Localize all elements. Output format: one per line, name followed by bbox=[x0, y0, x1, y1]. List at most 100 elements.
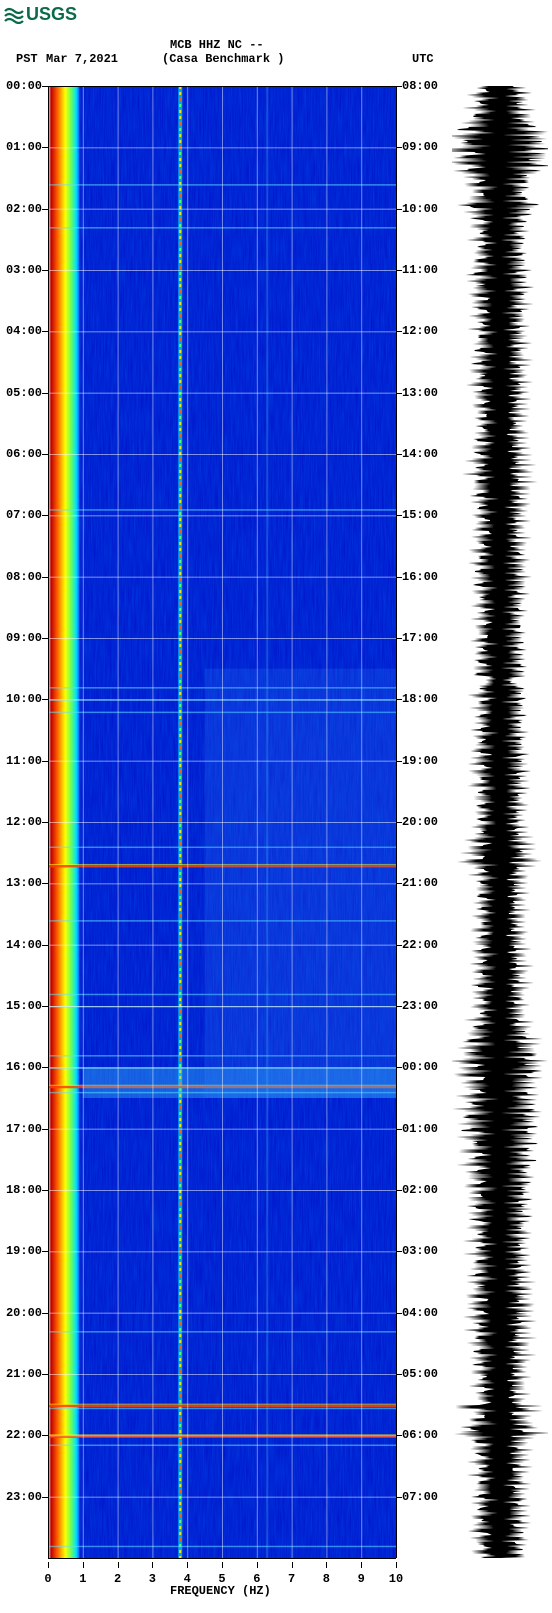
x-tick bbox=[118, 1562, 119, 1568]
utc-time-label: 00:00 bbox=[402, 1060, 438, 1074]
utc-time-label: 11:00 bbox=[402, 263, 438, 277]
pst-time-label: 22:00 bbox=[0, 1428, 42, 1442]
pst-time-label: 06:00 bbox=[0, 447, 42, 461]
y-tick-left bbox=[42, 1067, 48, 1068]
y-tick-left bbox=[42, 515, 48, 516]
y-tick-left bbox=[42, 1313, 48, 1314]
y-tick-left bbox=[42, 1129, 48, 1130]
utc-time-label: 07:00 bbox=[402, 1490, 438, 1504]
x-tick bbox=[361, 1562, 362, 1568]
x-tick-label: 1 bbox=[79, 1572, 86, 1586]
utc-time-label: 12:00 bbox=[402, 324, 438, 338]
logo-text: USGS bbox=[26, 4, 77, 25]
utc-time-label: 22:00 bbox=[402, 938, 438, 952]
utc-time-label: 05:00 bbox=[402, 1367, 438, 1381]
utc-time-label: 15:00 bbox=[402, 508, 438, 522]
y-tick-left bbox=[42, 209, 48, 210]
utc-time-label: 04:00 bbox=[402, 1306, 438, 1320]
plot-border bbox=[48, 86, 396, 87]
x-tick bbox=[292, 1562, 293, 1568]
y-tick-left bbox=[42, 1006, 48, 1007]
x-tick-label: 7 bbox=[288, 1572, 295, 1586]
utc-time-label: 14:00 bbox=[402, 447, 438, 461]
spectrogram-plot bbox=[48, 86, 396, 1558]
plot-border bbox=[48, 1558, 396, 1559]
usgs-logo: USGS bbox=[4, 2, 94, 26]
y-tick-left bbox=[42, 1374, 48, 1375]
y-tick-left bbox=[42, 1251, 48, 1252]
x-tick-label: 3 bbox=[149, 1572, 156, 1586]
pst-time-label: 05:00 bbox=[0, 386, 42, 400]
x-tick-label: 4 bbox=[184, 1572, 191, 1586]
utc-time-label: 03:00 bbox=[402, 1244, 438, 1258]
waveform-plot bbox=[452, 86, 548, 1558]
x-tick-label: 9 bbox=[358, 1572, 365, 1586]
x-axis-title: FREQUENCY (HZ) bbox=[170, 1584, 271, 1598]
y-tick-left bbox=[42, 761, 48, 762]
pst-time-label: 18:00 bbox=[0, 1183, 42, 1197]
pst-time-label: 14:00 bbox=[0, 938, 42, 952]
y-tick-left bbox=[42, 270, 48, 271]
pst-time-label: 08:00 bbox=[0, 570, 42, 584]
y-tick-left bbox=[42, 945, 48, 946]
x-tick-label: 6 bbox=[253, 1572, 260, 1586]
date-label: Mar 7,2021 bbox=[46, 52, 118, 66]
x-tick-label: 10 bbox=[389, 1572, 403, 1586]
pst-time-label: 12:00 bbox=[0, 815, 42, 829]
utc-time-label: 01:00 bbox=[402, 1122, 438, 1136]
left-tz-label: PST bbox=[16, 52, 38, 66]
x-tick bbox=[326, 1562, 327, 1568]
right-tz-label: UTC bbox=[412, 52, 434, 66]
utc-time-label: 02:00 bbox=[402, 1183, 438, 1197]
utc-time-label: 16:00 bbox=[402, 570, 438, 584]
pst-time-label: 09:00 bbox=[0, 631, 42, 645]
x-tick bbox=[222, 1562, 223, 1568]
pst-time-label: 04:00 bbox=[0, 324, 42, 338]
pst-time-label: 01:00 bbox=[0, 140, 42, 154]
pst-time-label: 10:00 bbox=[0, 692, 42, 706]
x-tick-label: 5 bbox=[218, 1572, 225, 1586]
x-tick bbox=[187, 1562, 188, 1568]
utc-time-label: 18:00 bbox=[402, 692, 438, 706]
y-tick-left bbox=[42, 147, 48, 148]
utc-time-label: 10:00 bbox=[402, 202, 438, 216]
x-tick bbox=[257, 1562, 258, 1568]
pst-time-label: 16:00 bbox=[0, 1060, 42, 1074]
x-tick-label: 8 bbox=[323, 1572, 330, 1586]
y-tick-left bbox=[42, 822, 48, 823]
pst-time-label: 07:00 bbox=[0, 508, 42, 522]
utc-time-label: 06:00 bbox=[402, 1428, 438, 1442]
y-tick-left bbox=[42, 699, 48, 700]
y-tick-left bbox=[42, 86, 48, 87]
utc-time-label: 23:00 bbox=[402, 999, 438, 1013]
x-tick-label: 2 bbox=[114, 1572, 121, 1586]
pst-time-label: 23:00 bbox=[0, 1490, 42, 1504]
wave-icon bbox=[4, 4, 24, 24]
x-tick bbox=[396, 1562, 397, 1568]
utc-time-label: 17:00 bbox=[402, 631, 438, 645]
y-tick-left bbox=[42, 454, 48, 455]
y-tick-left bbox=[42, 1497, 48, 1498]
pst-time-label: 00:00 bbox=[0, 79, 42, 93]
pst-time-label: 13:00 bbox=[0, 876, 42, 890]
pst-time-label: 02:00 bbox=[0, 202, 42, 216]
x-tick-label: 0 bbox=[44, 1572, 51, 1586]
station-name: (Casa Benchmark ) bbox=[162, 52, 284, 66]
x-tick bbox=[152, 1562, 153, 1568]
pst-time-label: 15:00 bbox=[0, 999, 42, 1013]
utc-time-label: 19:00 bbox=[402, 754, 438, 768]
utc-time-label: 08:00 bbox=[402, 79, 438, 93]
utc-time-label: 13:00 bbox=[402, 386, 438, 400]
utc-time-label: 09:00 bbox=[402, 140, 438, 154]
pst-time-label: 20:00 bbox=[0, 1306, 42, 1320]
pst-time-label: 21:00 bbox=[0, 1367, 42, 1381]
y-tick-left bbox=[42, 883, 48, 884]
utc-time-label: 21:00 bbox=[402, 876, 438, 890]
pst-time-label: 11:00 bbox=[0, 754, 42, 768]
x-tick bbox=[83, 1562, 84, 1568]
plot-border bbox=[48, 86, 49, 1558]
y-tick-left bbox=[42, 638, 48, 639]
pst-time-label: 19:00 bbox=[0, 1244, 42, 1258]
y-tick-left bbox=[42, 1435, 48, 1436]
y-tick-left bbox=[42, 1190, 48, 1191]
